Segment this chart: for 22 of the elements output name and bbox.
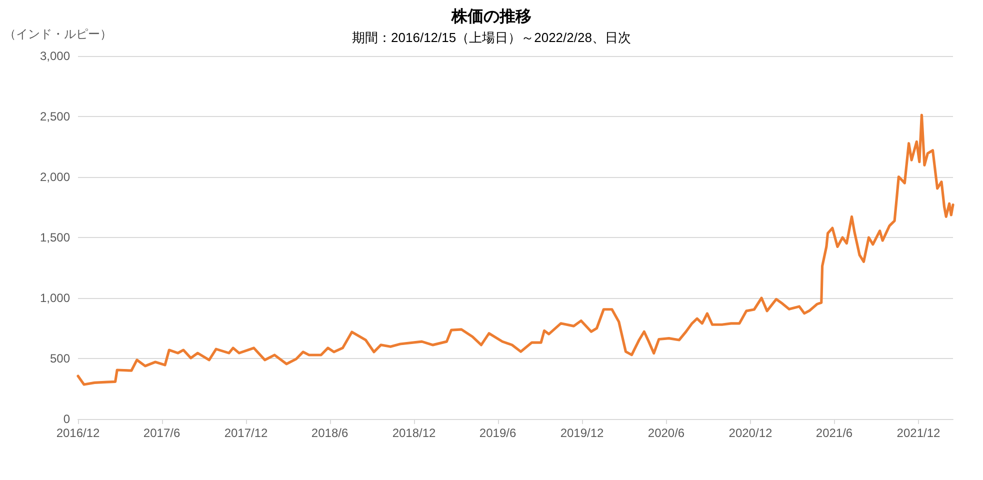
x-tick-label: 2020/12 <box>728 426 772 440</box>
y-tick-label: 500 <box>50 352 70 366</box>
chart-title: 株価の推移 <box>450 8 532 26</box>
y-tick-label: 0 <box>63 412 70 426</box>
y-tick-label: 3,000 <box>40 49 70 63</box>
y-tick-label: 1,000 <box>40 291 70 305</box>
x-tick-label: 2021/6 <box>816 426 853 440</box>
x-tick-label: 2019/6 <box>479 426 516 440</box>
x-tick-label: 2020/6 <box>648 426 685 440</box>
x-tick-label: 2017/12 <box>224 426 268 440</box>
y-tick-label: 1,500 <box>40 230 70 244</box>
x-tick-label: 2019/12 <box>560 426 604 440</box>
y-axis-title: （インド・ルピー） <box>4 27 112 41</box>
x-tick-label: 2018/6 <box>311 426 348 440</box>
x-tick-label: 2018/12 <box>392 426 436 440</box>
chart-subtitle: 期間：2016/12/15（上場日）～2022/2/28、日次 <box>352 30 631 45</box>
x-tick-label: 2016/12 <box>56 426 100 440</box>
y-tick-label: 2,500 <box>40 110 70 124</box>
x-tick-label: 2021/12 <box>896 426 940 440</box>
line-series <box>76 114 954 386</box>
y-tick-label: 2,000 <box>40 170 70 184</box>
x-tick-label: 2017/6 <box>143 426 180 440</box>
